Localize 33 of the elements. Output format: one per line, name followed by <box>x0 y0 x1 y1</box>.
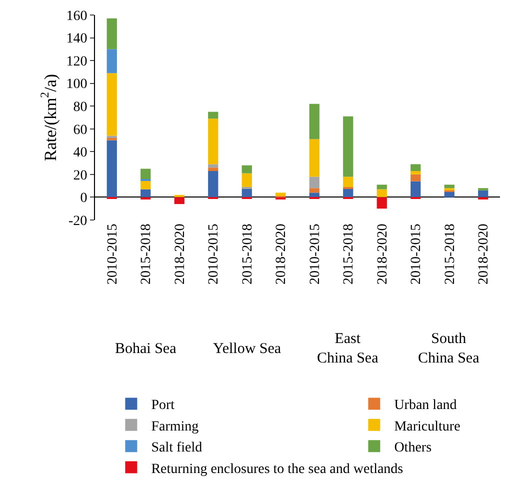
y-tick-label: -20 <box>68 214 88 229</box>
legend-label: Others <box>394 440 432 456</box>
y-tick-label: 160 <box>66 8 88 24</box>
x-tick-label: 2010-2015 <box>206 224 222 284</box>
y-tick-label: 20 <box>73 168 88 184</box>
y-tick-label: 0 <box>80 191 88 206</box>
y-tick-label: 100 <box>66 77 88 92</box>
legend-label: Port <box>151 398 175 414</box>
y-tick-label: 80 <box>73 100 88 116</box>
x-tick-label: 2018-2020 <box>375 224 390 284</box>
legend-label: Urban land <box>394 398 457 414</box>
y-tick-label: 60 <box>73 122 88 138</box>
y-tick-label: 120 <box>66 54 88 70</box>
x-tick-label: 2010-2015 <box>105 224 120 284</box>
legend-label: Returning enclosures to the sea and wetlands <box>151 462 404 477</box>
text: South China Sea <box>418 331 480 366</box>
x-tick-label: 2010-2015 <box>308 224 323 284</box>
x-tick-label: 2015-2018 <box>139 224 154 284</box>
legend-label: Mariculture <box>394 419 460 434</box>
legend-label: Farming <box>151 419 199 434</box>
legend-label: Salt field <box>151 440 202 456</box>
y-tick-label: 40 <box>73 146 88 161</box>
x-tick-label: 2015-2018 <box>342 224 357 284</box>
text: East China Sea <box>317 331 379 366</box>
x-tick-label: 2010-2015 <box>409 224 424 284</box>
x-tick-label: 2018-2020 <box>476 224 492 284</box>
text: Bohai Sea <box>115 341 177 357</box>
x-tick-label: 2018-2020 <box>274 224 290 284</box>
text: Yellow Sea <box>213 341 282 357</box>
y-tick-label: 140 <box>66 32 88 47</box>
x-tick-label: 2015-2018 <box>240 224 256 284</box>
x-tick-label: 2015-2018 <box>442 224 458 284</box>
x-tick-label: 2018-2020 <box>172 224 188 284</box>
